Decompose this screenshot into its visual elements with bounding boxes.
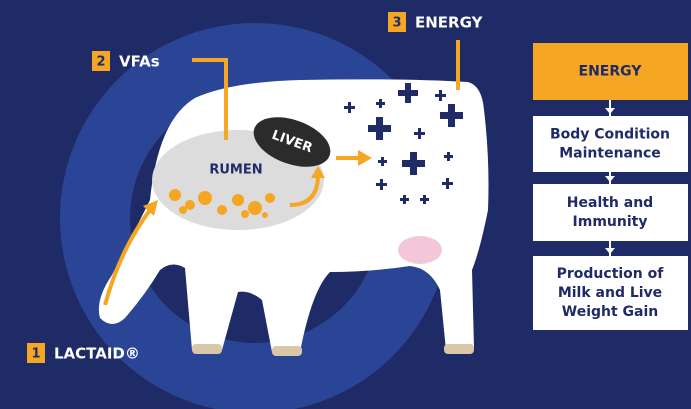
flow-text: Body Condition <box>550 127 670 143</box>
step-number: 1 <box>31 347 40 362</box>
step-label: LACTAID® <box>54 345 140 363</box>
infographic: RUMEN LIVER 1LACTAID®2VFAs3ENERGY ENERGY… <box>0 0 691 409</box>
rumen-label: RUMEN <box>209 163 262 178</box>
flow-box <box>533 184 688 241</box>
step-label: ENERGY <box>415 14 484 32</box>
flow-text: ENERGY <box>579 64 643 80</box>
flow-text: Health and <box>567 195 653 211</box>
flow-box <box>533 116 688 172</box>
udder <box>398 236 442 264</box>
flow-text: Immunity <box>573 214 648 230</box>
flow-text: Maintenance <box>559 146 661 162</box>
flow-text: Weight Gain <box>562 304 659 320</box>
step-label: VFAs <box>119 53 160 71</box>
step-number: 3 <box>392 16 401 31</box>
flow-chart: ENERGY Body Condition Maintenance Health an… <box>533 43 688 330</box>
flow-text: Production of <box>557 266 665 282</box>
step-number: 2 <box>96 55 105 70</box>
flow-text: Milk and Live <box>558 285 662 301</box>
